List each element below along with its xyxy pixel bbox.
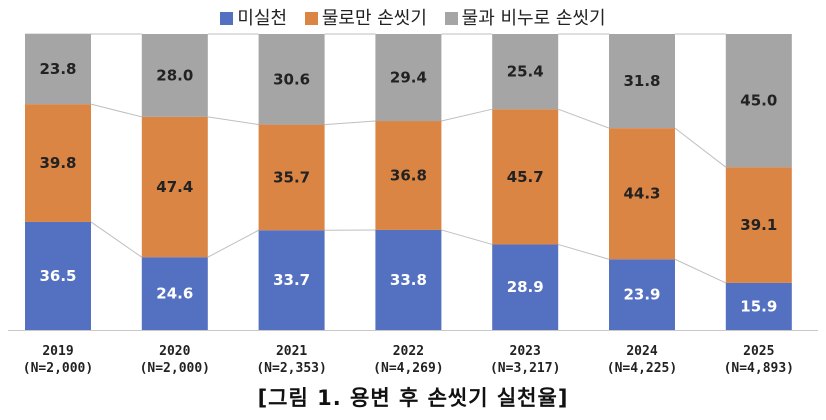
legend-item-water-soap: 물과 비누로 손씻기 — [444, 4, 606, 30]
bar-segment-2019-series-1 — [25, 104, 91, 222]
bar-segment-2024-series-1 — [609, 128, 675, 260]
legend-swatch-no-practice — [220, 12, 234, 25]
bar-segment-2022-series-2 — [375, 34, 442, 122]
x-tick-label-year: 2024 — [626, 344, 657, 359]
x-tick-label-sample-size: (N=4,893) — [724, 361, 794, 376]
bar-segment-2020-series-1 — [141, 116, 208, 258]
series-connector-line — [324, 120, 376, 126]
x-tick-label-sample-size: (N=3,217) — [490, 361, 560, 376]
series-connector-line — [674, 127, 727, 168]
data-label-2022-series-1: 36.8 — [390, 166, 427, 184]
data-label-2019-series-2: 23.8 — [39, 60, 76, 78]
series-connector-line — [90, 221, 143, 258]
legend-label-water-only: 물로만 손씻기 — [321, 8, 427, 29]
bar-segment-2023-series-0 — [492, 244, 559, 330]
legend: 미실천 물로만 손씻기 물과 비누로 손씻기 — [0, 4, 826, 30]
legend-swatch-water-only — [304, 12, 318, 25]
data-label-2020-series-2: 28.0 — [156, 66, 193, 84]
x-tick-label-year: 2020 — [159, 344, 190, 359]
stacked-bar-chart: 36.5 39.8 23.8 2019 (N=2,000) 24.6 47.4 28.0 202… — [8, 33, 818, 376]
bar-segment-2025-series-2 — [725, 34, 792, 168]
bar-segment-2020-series-0 — [141, 257, 208, 330]
data-label-2023-series-0: 28.9 — [507, 278, 544, 296]
bar-segment-2021-series-0 — [258, 230, 325, 330]
series-connector-line — [441, 229, 493, 245]
legend-label-water-soap: 물과 비누로 손씻기 — [461, 8, 606, 29]
series-connector-line — [207, 116, 259, 126]
figure-caption: [그림 1. 용변 후 손씻기 실천율] — [257, 386, 569, 410]
data-label-2024-series-2: 31.8 — [623, 72, 660, 90]
legend-label-no-practice: 미실천 — [237, 8, 288, 29]
data-label-2021-series-2: 30.6 — [273, 70, 310, 88]
series-connector-line — [207, 229, 259, 258]
x-tick-label-sample-size: (N=4,269) — [373, 361, 443, 376]
x-tick-label-year: 2019 — [42, 344, 73, 359]
series-connector-line — [441, 108, 493, 122]
data-label-2023-series-1: 45.7 — [507, 168, 544, 186]
bar-segment-2021-series-2 — [258, 34, 325, 125]
bar-segment-2025-series-0 — [725, 282, 792, 330]
legend-swatch-water-soap — [444, 12, 458, 25]
bar-segment-2025-series-1 — [725, 167, 792, 283]
bar-segment-2020-series-2 — [141, 34, 208, 117]
data-label-2019-series-0: 36.5 — [39, 267, 76, 285]
bar-segment-2019-series-0 — [25, 221, 91, 330]
data-label-2025-series-1: 39.1 — [740, 216, 777, 234]
data-label-2024-series-0: 23.9 — [623, 286, 660, 304]
bar-segment-2023-series-2 — [492, 34, 559, 110]
data-label-2020-series-0: 24.6 — [156, 285, 193, 303]
bar-segment-2019-series-2 — [25, 33, 91, 105]
data-label-2024-series-1: 44.3 — [623, 185, 660, 203]
data-label-2021-series-1: 35.7 — [273, 168, 310, 186]
x-tick-label-sample-size: (N=2,000) — [140, 361, 210, 376]
series-connector-line — [558, 108, 610, 129]
x-tick-label-sample-size: (N=2,353) — [256, 361, 326, 376]
x-tick-label-year: 2023 — [510, 344, 541, 359]
data-label-2020-series-1: 47.4 — [156, 178, 193, 196]
x-tick-label-year: 2021 — [276, 344, 307, 359]
legend-item-water-only: 물로만 손씻기 — [304, 4, 427, 30]
bar-segment-2023-series-1 — [492, 109, 559, 245]
x-tick-label-year: 2025 — [743, 344, 774, 359]
series-connector-line — [90, 103, 142, 118]
series-connector-line — [674, 258, 727, 284]
bar-segment-2022-series-0 — [375, 229, 442, 330]
x-tick-label-sample-size: (N=2,000) — [23, 361, 93, 376]
legend-item-no-practice: 미실천 — [220, 4, 287, 30]
series-connector-line — [558, 243, 610, 260]
data-label-2025-series-2: 45.0 — [740, 92, 777, 110]
x-tick-label-year: 2022 — [393, 344, 424, 359]
bar-segment-2022-series-1 — [375, 121, 442, 230]
bar-segment-2024-series-0 — [609, 259, 675, 330]
data-label-2022-series-0: 33.8 — [390, 271, 427, 289]
bar-segment-2024-series-2 — [609, 34, 675, 129]
data-label-2019-series-1: 39.8 — [39, 154, 76, 172]
data-label-2023-series-2: 25.4 — [507, 63, 544, 81]
data-label-2021-series-0: 33.7 — [273, 271, 310, 289]
data-label-2025-series-0: 15.9 — [740, 297, 777, 315]
x-tick-label-sample-size: (N=4,225) — [607, 361, 677, 376]
bar-segment-2021-series-1 — [258, 124, 325, 231]
data-label-2022-series-2: 29.4 — [390, 69, 427, 87]
